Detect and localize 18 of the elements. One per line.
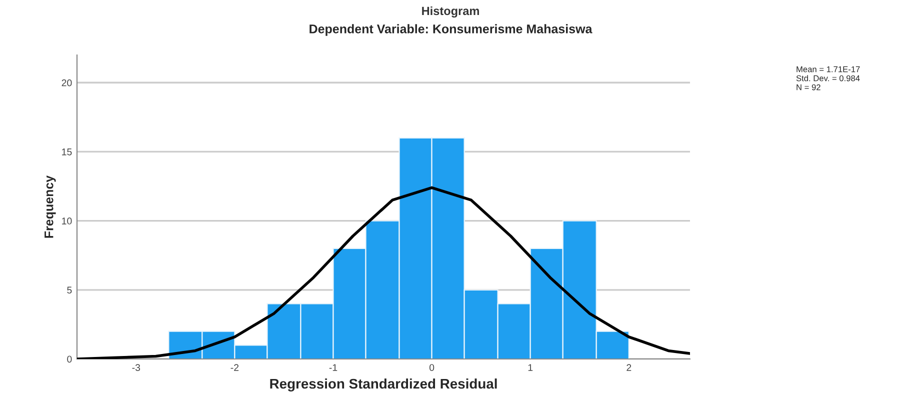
y-tick-label: 5 xyxy=(67,286,72,294)
y-tick-label: 0 xyxy=(67,356,72,363)
chart-title: Histogram xyxy=(422,6,479,18)
x-axis-title: Regression Standardized Residual xyxy=(270,378,497,392)
chart-subtitle: Dependent Variable: Konsumerisme Mahasiswa xyxy=(310,24,592,36)
y-tick-label: 20 xyxy=(62,79,72,86)
x-tick-label: -1 xyxy=(329,364,338,371)
x-tick-label: 0 xyxy=(429,364,434,371)
y-axis-title: Frequency xyxy=(44,175,56,238)
text: Mean = 1.71E-17 xyxy=(796,66,860,72)
x-tick-label: 2 xyxy=(626,364,632,371)
text: Std. Dev. = 0.984 xyxy=(796,75,860,82)
x-tick-label: 1 xyxy=(528,364,533,371)
text: N = 92 xyxy=(796,84,820,90)
x-tick-label: -3 xyxy=(132,364,140,371)
y-tick-label: 15 xyxy=(62,148,72,156)
x-tick-label: -2 xyxy=(230,364,239,371)
y-tick-label: 10 xyxy=(62,218,72,224)
